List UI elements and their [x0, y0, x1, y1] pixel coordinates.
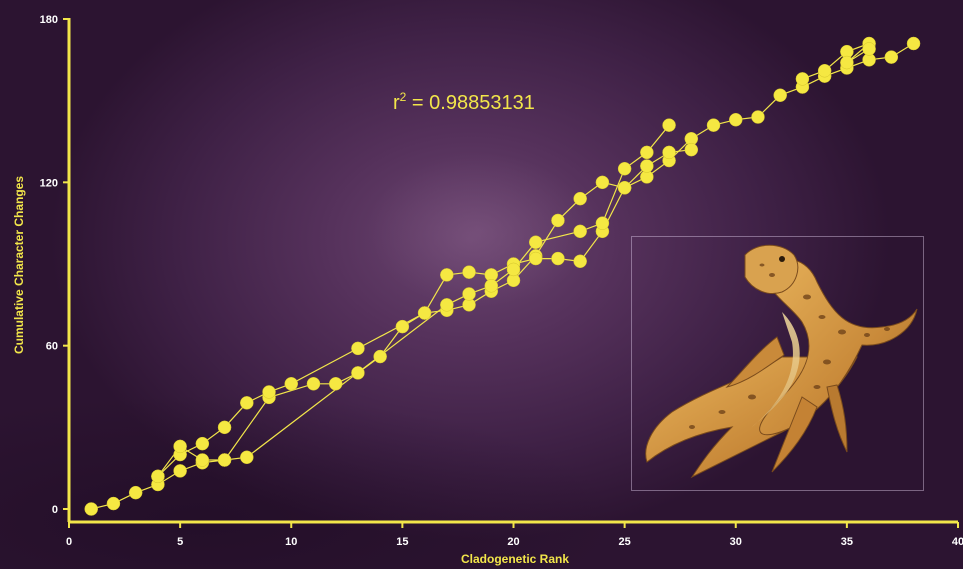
y-tick-label: 60 [46, 341, 58, 353]
data-point [462, 265, 476, 279]
x-ticks: 0 5 10 15 20 25 30 35 40 [66, 522, 963, 548]
data-point [106, 496, 121, 511]
data-point [551, 213, 565, 228]
data-point [306, 377, 321, 391]
data-points [84, 36, 921, 516]
data-point [573, 191, 587, 206]
x-tick-label: 25 [619, 536, 631, 548]
data-point [217, 420, 232, 435]
data-point [884, 50, 899, 64]
x-tick-label: 5 [177, 536, 183, 548]
x-axis-title: Cladogenetic Rank [461, 552, 569, 566]
y-tick-label: 180 [40, 14, 58, 26]
data-point [662, 145, 676, 160]
data-point [617, 181, 632, 195]
data-point [328, 377, 343, 391]
data-point [284, 377, 298, 391]
data-point [840, 55, 854, 70]
fish-illustration [631, 236, 924, 491]
y-tick-label: 0 [52, 504, 58, 516]
data-point [640, 159, 654, 173]
data-point [84, 502, 98, 516]
data-point [573, 254, 587, 269]
data-point [528, 235, 543, 249]
data-point [595, 175, 610, 190]
data-point [240, 396, 254, 410]
data-point [795, 72, 810, 86]
x-tick-label: 30 [730, 536, 742, 548]
data-point [128, 485, 143, 500]
data-point [173, 464, 187, 478]
data-point [506, 262, 521, 277]
data-point [195, 436, 210, 451]
data-point [217, 453, 232, 467]
data-point [462, 287, 476, 301]
data-point [484, 279, 499, 293]
data-point [373, 349, 387, 364]
data-point [906, 36, 921, 51]
data-point [595, 216, 610, 230]
data-point [440, 268, 454, 282]
data-point [351, 341, 365, 356]
data-point [751, 110, 765, 124]
data-point [528, 251, 543, 266]
series-line-4 [802, 42, 870, 80]
data-point [195, 453, 210, 467]
x-tick-label: 15 [396, 536, 408, 548]
data-point [351, 366, 365, 380]
data-point [640, 145, 654, 160]
data-point [773, 88, 787, 102]
y-tick-label: 120 [40, 177, 58, 189]
y-ticks: 0 60 120 180 [40, 14, 69, 516]
data-point [573, 224, 587, 239]
x-tick-label: 10 [285, 536, 297, 548]
series-line-3 [157, 124, 670, 477]
data-point [440, 298, 454, 312]
data-point [151, 469, 165, 484]
data-point [662, 118, 676, 132]
data-point [417, 306, 432, 320]
x-tick-label: 40 [952, 536, 963, 548]
r-squared-annotation: r2 = 0.98853131 [393, 90, 535, 114]
lungfish-image [645, 244, 918, 479]
data-point [395, 319, 410, 334]
data-point [729, 112, 743, 127]
x-tick-label: 35 [841, 536, 853, 548]
data-point [173, 439, 187, 454]
x-tick-label: 0 [66, 536, 72, 548]
data-point [240, 450, 254, 465]
data-point [551, 251, 565, 266]
y-axis-title: Cumulative Character Changes [12, 176, 26, 354]
data-point [684, 142, 699, 157]
data-point [862, 42, 876, 56]
data-point [706, 118, 721, 132]
data-point [262, 385, 276, 399]
data-point [617, 161, 632, 176]
data-point [817, 63, 832, 78]
x-tick-label: 20 [507, 536, 519, 548]
